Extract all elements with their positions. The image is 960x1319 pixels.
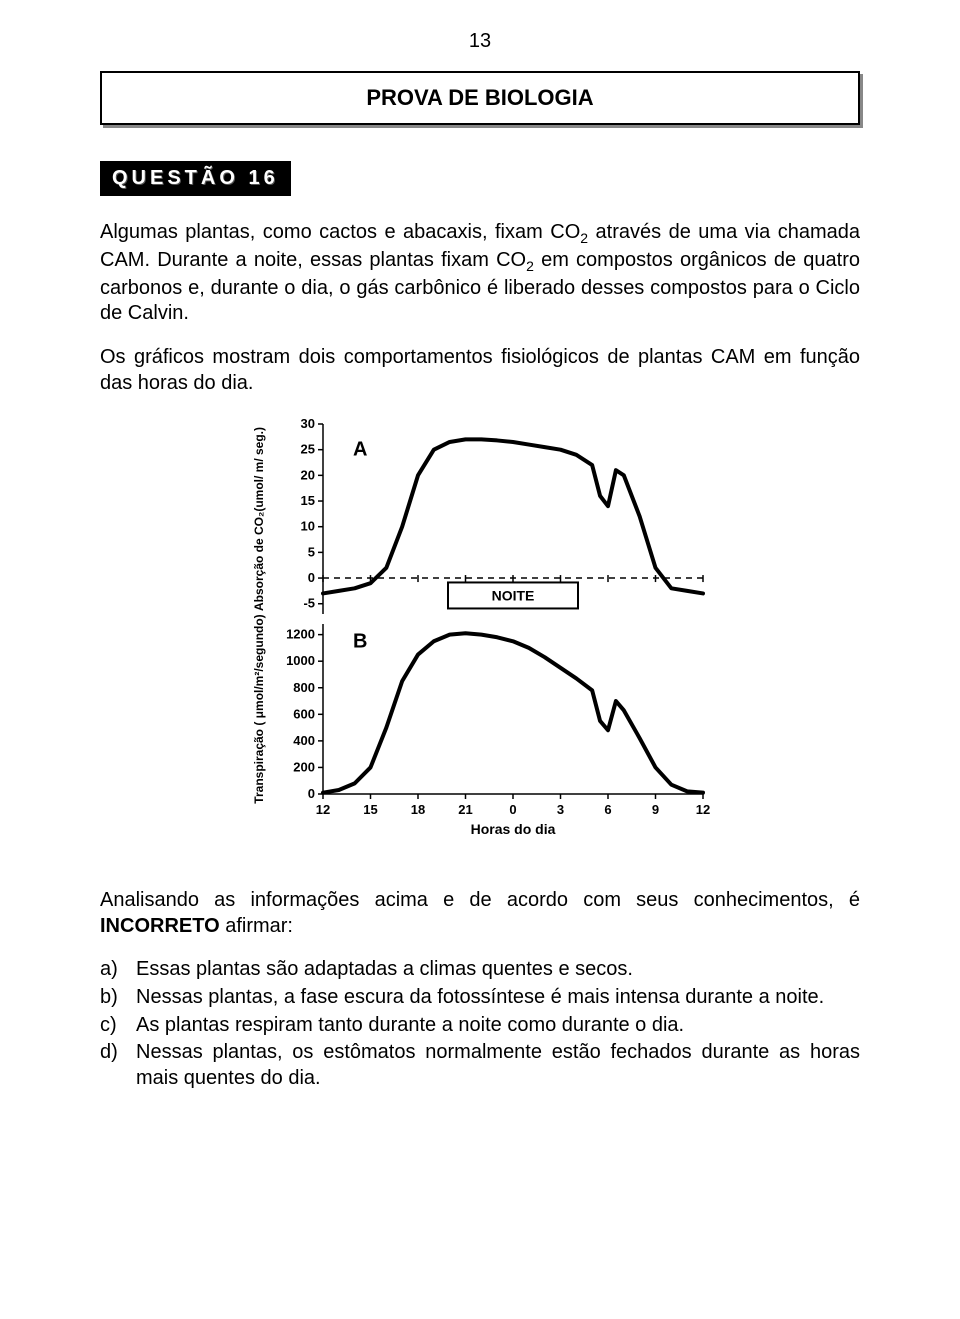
option-label: c) [100,1013,136,1039]
svg-text:12: 12 [316,802,330,817]
cam-plants-chart: -5051015202530ANOITEAbsorção de CO₂(umol… [245,414,715,874]
svg-text:200: 200 [293,760,315,775]
svg-text:1000: 1000 [286,653,315,668]
svg-text:Absorção de CO₂(umol/ m/ seg.): Absorção de CO₂(umol/ m/ seg.) [252,427,266,611]
svg-text:30: 30 [301,416,315,431]
answer-option: b)Nessas plantas, a fase escura da fotos… [100,985,860,1011]
intro-paragraph-2: Os gráficos mostram dois comportamentos … [100,345,860,396]
intro-paragraph-1: Algumas plantas, como cactos e abacaxis,… [100,220,860,327]
svg-text:3: 3 [557,802,564,817]
svg-text:21: 21 [458,802,472,817]
option-label: b) [100,985,136,1011]
answer-option: d)Nessas plantas, os estômatos normalmen… [100,1040,860,1091]
svg-text:800: 800 [293,680,315,695]
question-prompt: Analisando as informações acima e de aco… [100,888,860,939]
svg-text:9: 9 [652,802,659,817]
svg-text:Transpiração ( μmol/m²/segundo: Transpiração ( μmol/m²/segundo) [252,615,266,804]
svg-text:0: 0 [308,786,315,801]
svg-text:0: 0 [509,802,516,817]
page-number: 13 [100,30,860,53]
svg-text:1200: 1200 [286,627,315,642]
answer-option: c)As plantas respiram tanto durante a no… [100,1013,860,1039]
question-number-badge: QUESTÃO 16 [100,161,291,196]
svg-text:25: 25 [301,442,315,457]
option-text: Nessas plantas, os estômatos normalmente… [136,1040,860,1091]
svg-text:6: 6 [604,802,611,817]
option-text: Nessas plantas, a fase escura da fotossí… [136,985,860,1011]
svg-text:600: 600 [293,707,315,722]
svg-text:NOITE: NOITE [492,588,535,604]
svg-text:12: 12 [696,802,710,817]
svg-text:0: 0 [308,570,315,585]
svg-text:400: 400 [293,733,315,748]
svg-text:5: 5 [308,545,315,560]
svg-text:18: 18 [411,802,425,817]
option-label: a) [100,957,136,983]
svg-text:A: A [353,439,367,461]
svg-text:10: 10 [301,519,315,534]
chart-svg: -5051015202530ANOITEAbsorção de CO₂(umol… [245,414,715,874]
svg-text:B: B [353,630,367,652]
answer-options-list: a)Essas plantas são adaptadas a climas q… [100,957,860,1091]
option-text: Essas plantas são adaptadas a climas que… [136,957,860,983]
svg-text:15: 15 [301,493,315,508]
svg-text:Horas do dia: Horas do dia [471,821,556,837]
option-label: d) [100,1040,136,1091]
svg-text:20: 20 [301,468,315,483]
svg-text:15: 15 [363,802,377,817]
answer-option: a)Essas plantas são adaptadas a climas q… [100,957,860,983]
option-text: As plantas respiram tanto durante a noit… [136,1013,860,1039]
exam-title-box: PROVA DE BIOLOGIA [100,71,860,125]
svg-text:-5: -5 [303,596,315,611]
